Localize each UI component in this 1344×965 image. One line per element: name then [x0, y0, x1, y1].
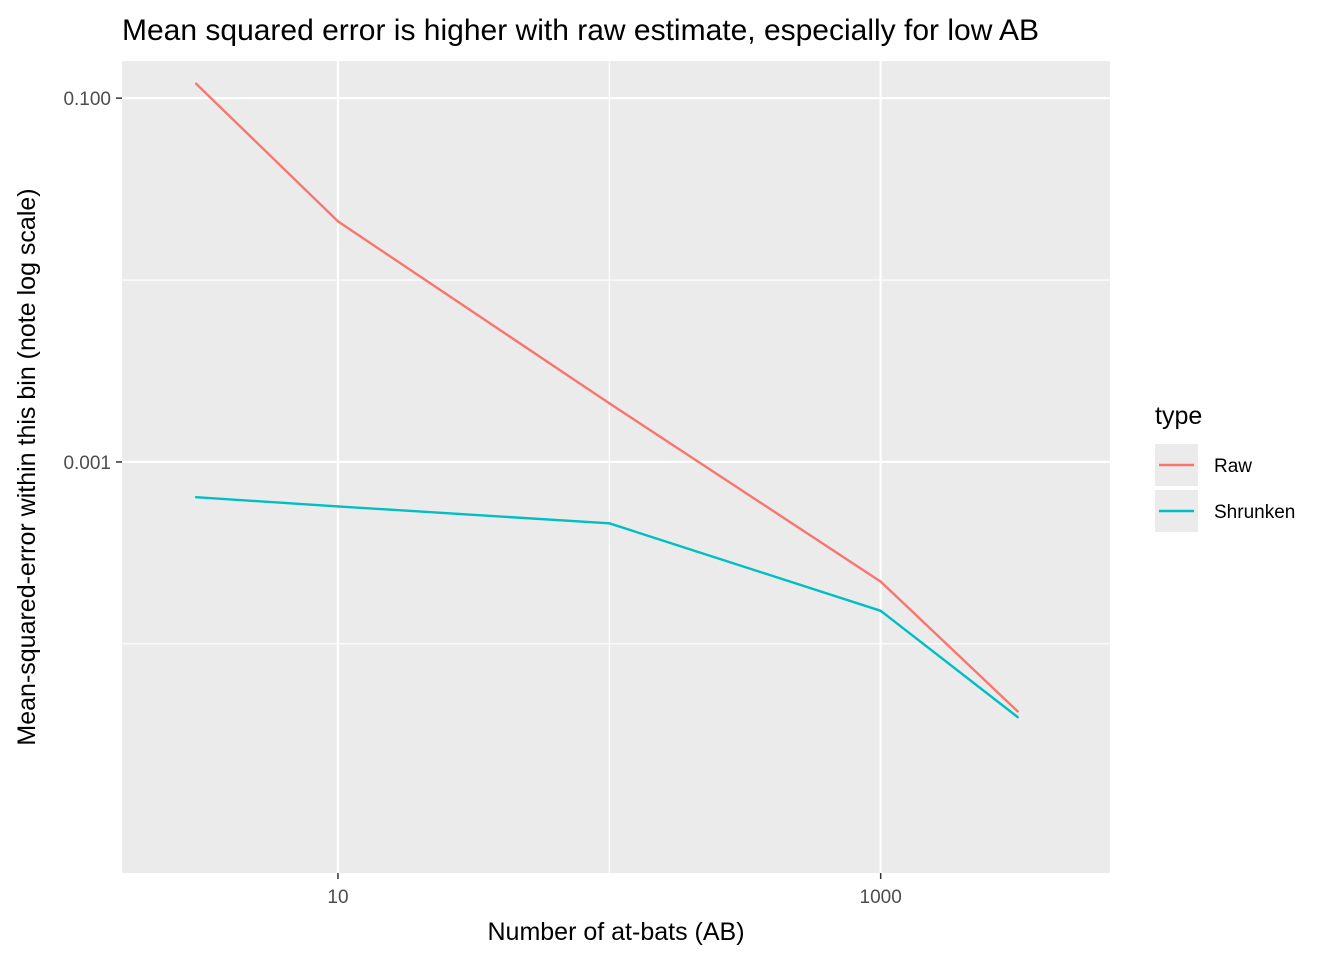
axis-ticks [116, 97, 882, 879]
legend: type Raw Shrunken [1155, 402, 1295, 532]
legend-label-shrunken: Shrunken [1214, 502, 1295, 523]
data-point-raw [879, 580, 882, 583]
data-point-shrunken [336, 505, 340, 508]
data-point-shrunken [608, 522, 611, 525]
y-tick-label: 0.001 [63, 453, 111, 474]
data-point-raw [194, 82, 198, 85]
data-point-raw [336, 220, 340, 223]
x-tick-label: 10 [327, 887, 348, 908]
y-tick-label: 0.100 [63, 89, 111, 110]
y-tick-labels: 0.100 0.001 [63, 89, 111, 474]
legend-title: type [1155, 402, 1202, 430]
x-tick-label: 1000 [860, 887, 902, 908]
data-point-raw [608, 402, 611, 405]
x-axis-title: Number of at-bats (AB) [487, 918, 744, 946]
y-axis-title: Mean-squared-error within this bin (note… [13, 188, 41, 745]
chart-title: Mean squared error is higher with raw es… [122, 14, 1039, 47]
data-point-shrunken [1016, 716, 1019, 719]
plot-panel [122, 61, 1110, 873]
data-point-raw [1016, 710, 1019, 713]
data-point-shrunken [879, 609, 882, 612]
series-lines [194, 82, 1019, 719]
data-point-shrunken [194, 496, 198, 499]
legend-items: Raw Shrunken [1155, 444, 1295, 532]
legend-label-raw: Raw [1214, 456, 1252, 477]
x-tick-labels: 10 1000 [327, 887, 901, 908]
major-gridlines [122, 61, 1110, 873]
